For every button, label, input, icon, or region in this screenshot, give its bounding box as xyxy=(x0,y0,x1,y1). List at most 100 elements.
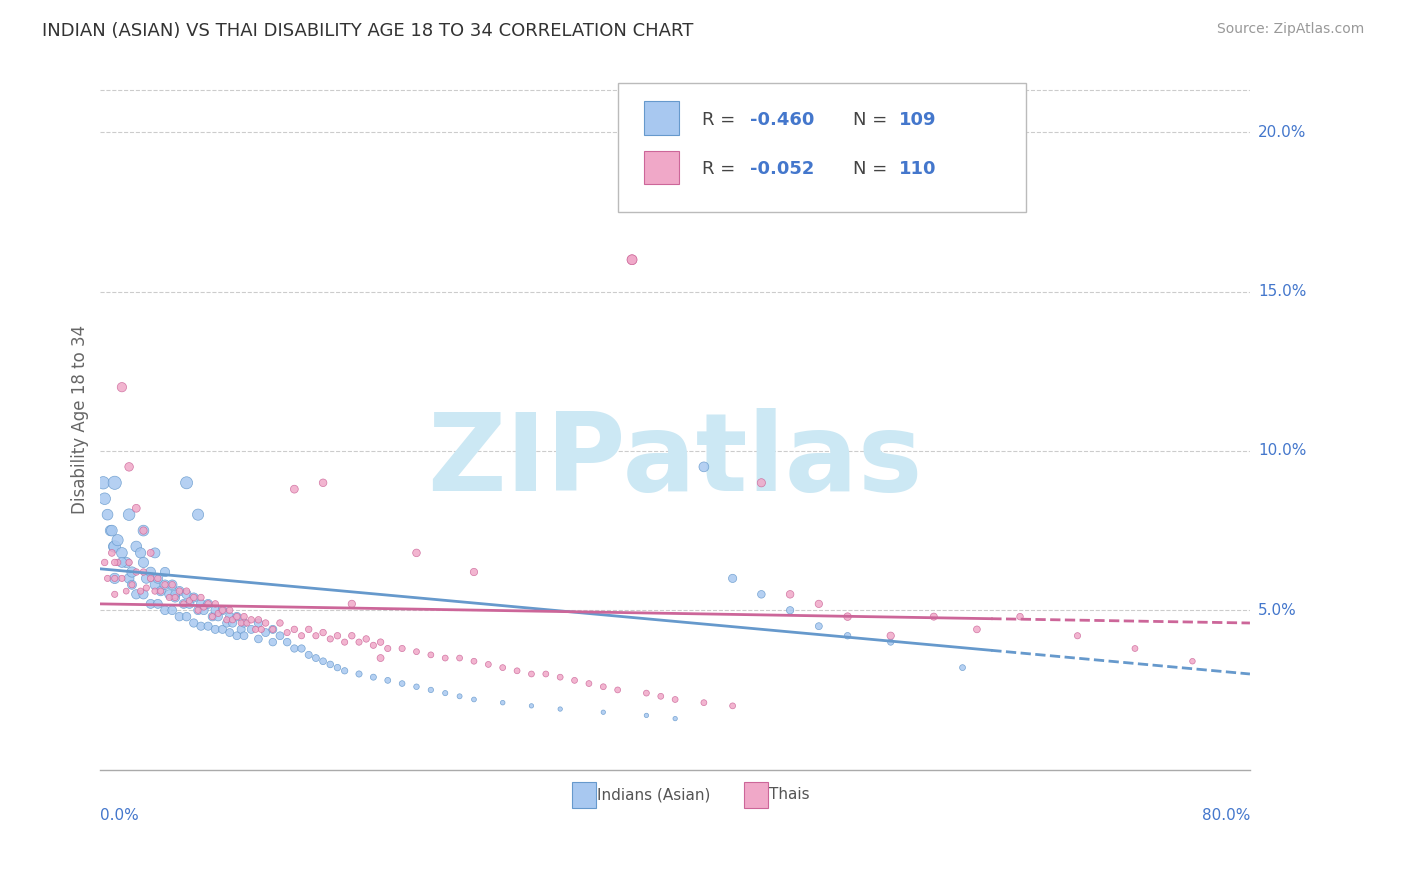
Point xyxy=(548,670,571,684)
Point xyxy=(183,591,205,605)
Point xyxy=(207,607,229,621)
Point xyxy=(211,623,233,637)
Point xyxy=(165,591,187,605)
Point xyxy=(104,540,127,554)
Point xyxy=(269,615,291,630)
Point xyxy=(204,603,226,617)
Point xyxy=(650,690,672,704)
Point xyxy=(506,664,529,678)
Point xyxy=(463,692,485,706)
Point xyxy=(215,615,238,630)
Point xyxy=(165,591,187,605)
Point xyxy=(463,654,485,668)
Point xyxy=(107,556,129,570)
Point xyxy=(449,651,471,665)
Point xyxy=(204,597,226,611)
Point xyxy=(115,556,138,570)
Point xyxy=(305,629,328,643)
Point xyxy=(405,680,427,694)
Text: N =: N = xyxy=(853,111,893,128)
Point xyxy=(240,613,263,627)
Point xyxy=(176,587,198,601)
Point xyxy=(104,587,127,601)
Bar xyxy=(644,102,679,135)
Point xyxy=(135,571,157,585)
Point xyxy=(221,615,243,630)
Point xyxy=(125,565,148,579)
Point xyxy=(664,692,686,706)
Point xyxy=(254,625,277,640)
Point xyxy=(283,482,305,496)
Point xyxy=(564,673,586,688)
Point xyxy=(153,565,176,579)
Point xyxy=(340,629,363,643)
Point xyxy=(197,597,219,611)
Point xyxy=(218,625,240,640)
Point xyxy=(333,664,356,678)
Point xyxy=(578,676,600,690)
Point xyxy=(262,623,284,637)
Point xyxy=(434,651,457,665)
Point xyxy=(370,635,392,649)
Point xyxy=(879,629,901,643)
Point xyxy=(225,609,247,624)
Text: ZIPatlas: ZIPatlas xyxy=(427,409,922,514)
Point xyxy=(231,615,253,630)
Point xyxy=(211,603,233,617)
Point xyxy=(153,578,176,592)
Point xyxy=(118,459,141,474)
Point xyxy=(93,556,115,570)
Point xyxy=(225,629,247,643)
Point xyxy=(135,581,157,595)
Point xyxy=(132,524,155,538)
Point xyxy=(115,584,138,599)
Point xyxy=(966,623,988,637)
Point xyxy=(370,651,392,665)
Point xyxy=(132,587,155,601)
Point xyxy=(721,571,744,585)
Point xyxy=(160,603,183,617)
Point xyxy=(146,571,169,585)
Point xyxy=(276,625,298,640)
Point xyxy=(201,609,224,624)
Text: R =: R = xyxy=(702,111,741,128)
Point xyxy=(187,603,209,617)
Text: N =: N = xyxy=(853,160,893,178)
Point xyxy=(193,600,215,615)
Point xyxy=(1066,629,1088,643)
Point xyxy=(207,609,229,624)
Text: 15.0%: 15.0% xyxy=(1258,284,1306,299)
Point xyxy=(363,670,385,684)
Point xyxy=(215,613,238,627)
Point xyxy=(193,603,215,617)
Point xyxy=(143,578,166,592)
Point xyxy=(245,623,267,637)
Point xyxy=(233,615,256,630)
Point xyxy=(173,597,195,611)
Point xyxy=(434,686,457,700)
Point xyxy=(283,641,305,656)
Point xyxy=(305,651,328,665)
Point xyxy=(1123,641,1146,656)
Point xyxy=(121,578,143,592)
Point xyxy=(520,698,543,713)
Point xyxy=(197,619,219,633)
Point xyxy=(463,565,485,579)
Point xyxy=(721,698,744,713)
Point xyxy=(169,584,191,599)
Point xyxy=(262,635,284,649)
Point xyxy=(779,603,801,617)
Point xyxy=(169,584,191,599)
Point xyxy=(211,603,233,617)
Point xyxy=(247,632,270,646)
Point xyxy=(129,584,152,599)
Point xyxy=(240,623,263,637)
Point xyxy=(807,597,830,611)
Point xyxy=(319,632,342,646)
Point xyxy=(173,597,195,611)
Point xyxy=(952,660,974,674)
Point xyxy=(153,578,176,592)
Point xyxy=(298,623,321,637)
Point xyxy=(160,578,183,592)
Point xyxy=(405,645,427,659)
